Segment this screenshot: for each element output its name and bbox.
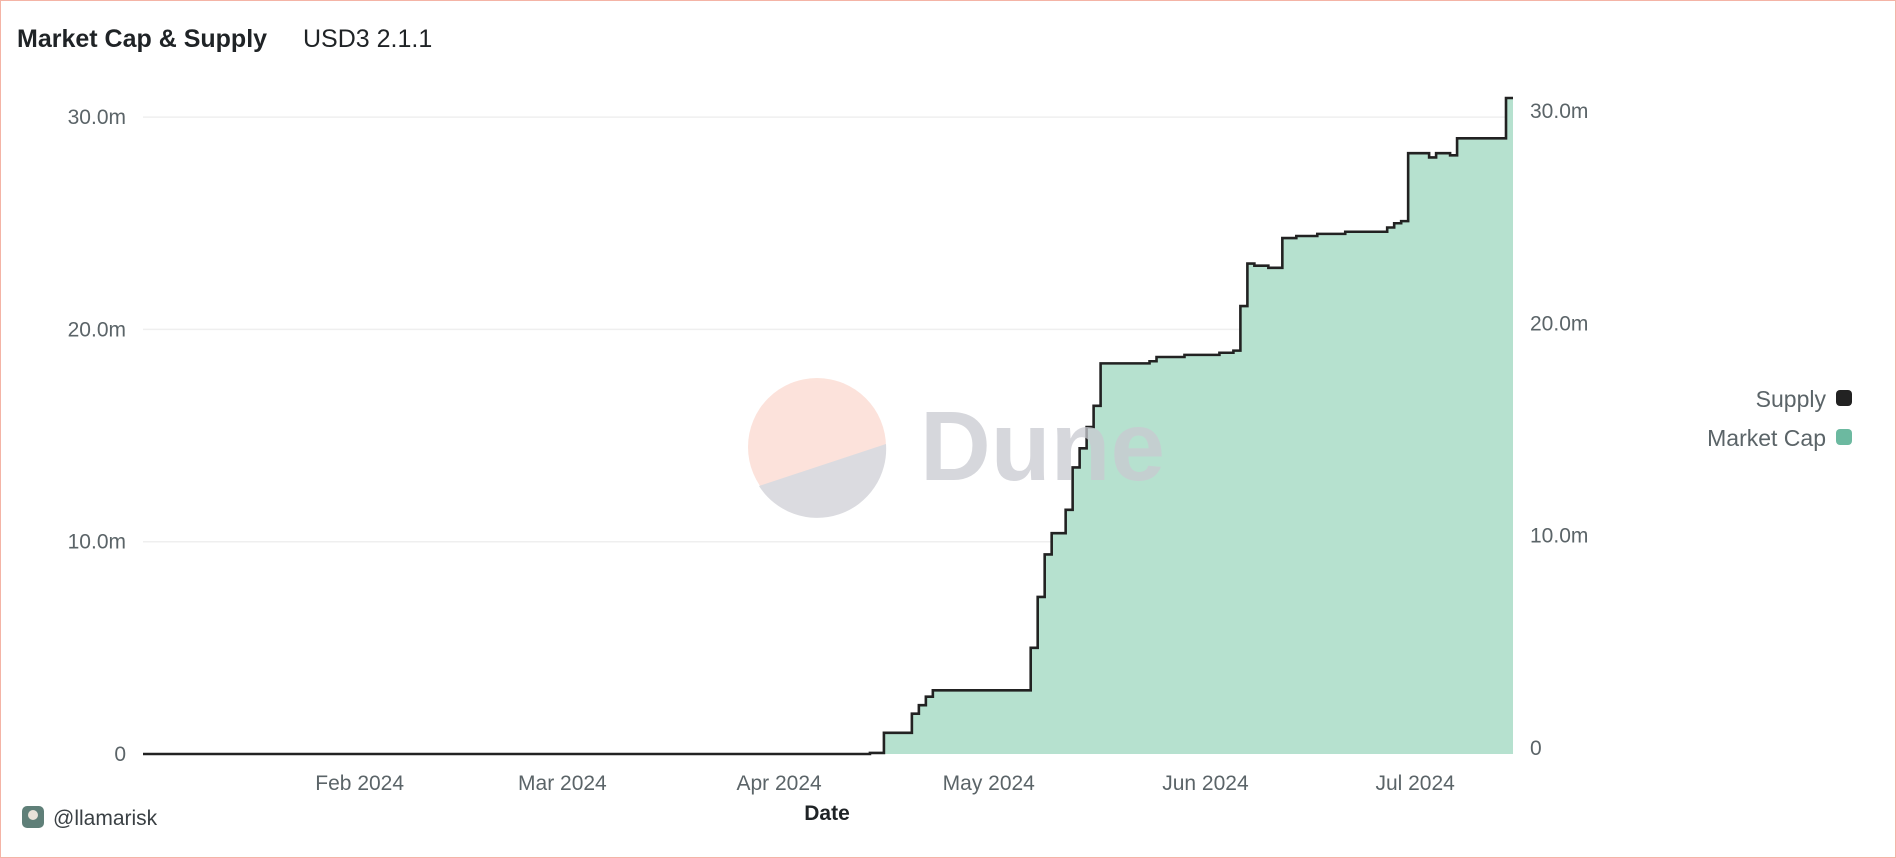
y-right-tick-label: 20.0m xyxy=(1530,312,1588,335)
legend-swatch-market-cap xyxy=(1836,429,1852,445)
y-tick-label: 20.0m xyxy=(68,318,126,341)
x-tick-label: Jun 2024 xyxy=(1162,772,1249,795)
legend-label-market-cap: Market Cap xyxy=(1707,425,1826,451)
x-axis-title: Date xyxy=(804,802,850,825)
y-right-tick-label: 10.0m xyxy=(1530,525,1588,548)
footer-author[interactable]: @llamarisk xyxy=(22,806,158,830)
x-tick-label: Feb 2024 xyxy=(315,772,404,795)
legend-item-market-cap[interactable]: Market Cap xyxy=(1707,425,1852,451)
y-tick-label: 10.0m xyxy=(68,531,126,554)
legend-swatch-supply xyxy=(1836,390,1852,406)
y-axis-left: 0 10.0m 20.0m 30.0m xyxy=(68,106,126,766)
legend-item-supply[interactable]: Supply xyxy=(1756,386,1852,412)
x-tick-label: Jul 2024 xyxy=(1375,772,1455,795)
chart-title: Market Cap & Supply xyxy=(17,25,267,53)
supply-line xyxy=(143,96,1513,756)
dune-wordmark: Dune xyxy=(920,391,1165,501)
x-tick-label: Mar 2024 xyxy=(518,772,607,795)
dune-watermark: Dune xyxy=(748,378,1165,518)
y-right-tick-label: 0 xyxy=(1530,737,1542,760)
legend: Supply Market Cap xyxy=(1707,386,1852,451)
x-tick-label: Apr 2024 xyxy=(736,772,822,795)
chart-subtitle: USD3 2.1.1 xyxy=(303,25,432,53)
x-axis: Feb 2024 Mar 2024 Apr 2024 May 2024 Jun 2024… xyxy=(315,772,1455,795)
y-tick-label: 30.0m xyxy=(68,106,126,129)
y-tick-label: 0 xyxy=(114,743,126,766)
author-handle: @llamarisk xyxy=(53,807,158,830)
dune-logo-segment xyxy=(759,444,887,518)
y-axis-right: 0 10.0m 20.0m 30.0m xyxy=(1530,100,1588,760)
y-right-tick-label: 30.0m xyxy=(1530,100,1588,123)
author-avatar-face xyxy=(28,810,38,820)
legend-label-supply: Supply xyxy=(1756,386,1827,412)
market-cap-area xyxy=(143,97,1513,755)
x-tick-label: May 2024 xyxy=(943,772,1036,795)
